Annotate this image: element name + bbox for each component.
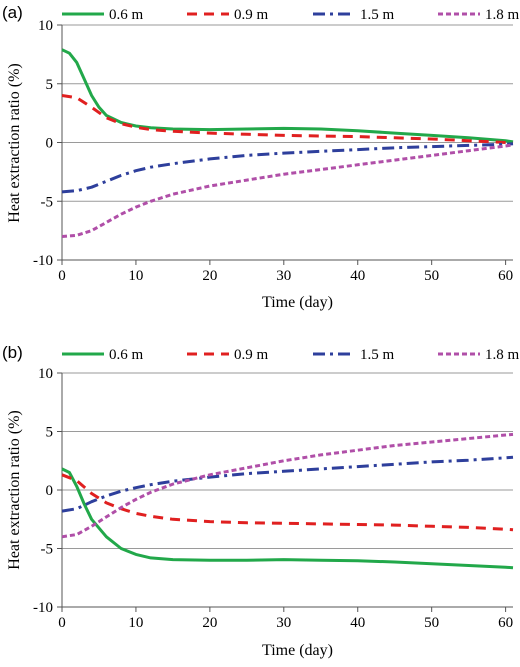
y-axis-label: Heat extraction ratio (%) [6, 63, 23, 222]
x-tick-label-1: 10 [128, 615, 143, 631]
legend-label-0: 0.6 m [109, 7, 144, 23]
y-tick-label-4: 10 [38, 366, 53, 382]
series-line-18m [61, 143, 514, 238]
series-line-18m [61, 432, 514, 539]
y-tick-label-0: -10 [33, 600, 53, 616]
legend-label-0: 0.6 m [109, 347, 144, 363]
x-tick-label-3: 30 [276, 268, 291, 284]
legend-label-3: 1.8 m [485, 347, 520, 363]
series-line-09m [61, 473, 514, 532]
legend-label-2: 1.5 m [360, 7, 395, 23]
x-tick-label-5: 50 [424, 268, 439, 284]
x-axis-label: Time (day) [262, 642, 333, 659]
x-tick-label-5: 50 [424, 615, 439, 631]
series-line-15m [61, 142, 514, 194]
y-tick-label-3: 5 [46, 425, 54, 441]
y-axis-label: Heat extraction ratio (%) [6, 410, 23, 569]
chart-panel-b: 0 10 20 30 40 50 60 -10 -5 0 5 10 Time (day) Heat ext… [2, 343, 520, 659]
legend-label-1: 0.9 m [234, 347, 269, 363]
x-tick-label-0: 0 [58, 268, 66, 284]
x-axis-label: Time (day) [262, 294, 333, 311]
x-tick-label-3: 30 [276, 615, 291, 631]
x-tick-label-6: 60 [498, 268, 513, 284]
y-tick-label-2: 0 [46, 483, 54, 499]
y-tick-label-0: -10 [33, 253, 53, 269]
x-tick-label-4: 40 [350, 615, 365, 631]
panel-label: (a) [2, 3, 23, 22]
x-tick-label-1: 10 [128, 268, 143, 284]
y-tick-label-2: 0 [46, 136, 54, 152]
series-line-15m [61, 455, 514, 513]
x-tick-label-4: 40 [350, 268, 365, 284]
x-tick-label-2: 20 [202, 615, 217, 631]
y-tick-label-4: 10 [38, 18, 53, 34]
y-tick-label-1: -5 [41, 542, 54, 558]
y-tick-label-1: -5 [41, 194, 54, 210]
x-tick-label-0: 0 [58, 615, 66, 631]
legend-label-1: 0.9 m [234, 7, 269, 23]
x-tick-label-6: 60 [498, 615, 513, 631]
legend-label-2: 1.5 m [360, 347, 395, 363]
panel-label: (b) [2, 343, 23, 362]
chart-panel-a: 0 10 20 30 40 50 60 -10 -5 0 5 10 Time (day) Heat ext… [2, 3, 520, 311]
series-line-09m [61, 94, 514, 145]
y-tick-label-3: 5 [46, 77, 54, 93]
series-line-06m [61, 467, 514, 570]
legend-label-3: 1.8 m [485, 7, 520, 23]
series-line-06m [61, 48, 514, 144]
x-tick-label-2: 20 [202, 268, 217, 284]
